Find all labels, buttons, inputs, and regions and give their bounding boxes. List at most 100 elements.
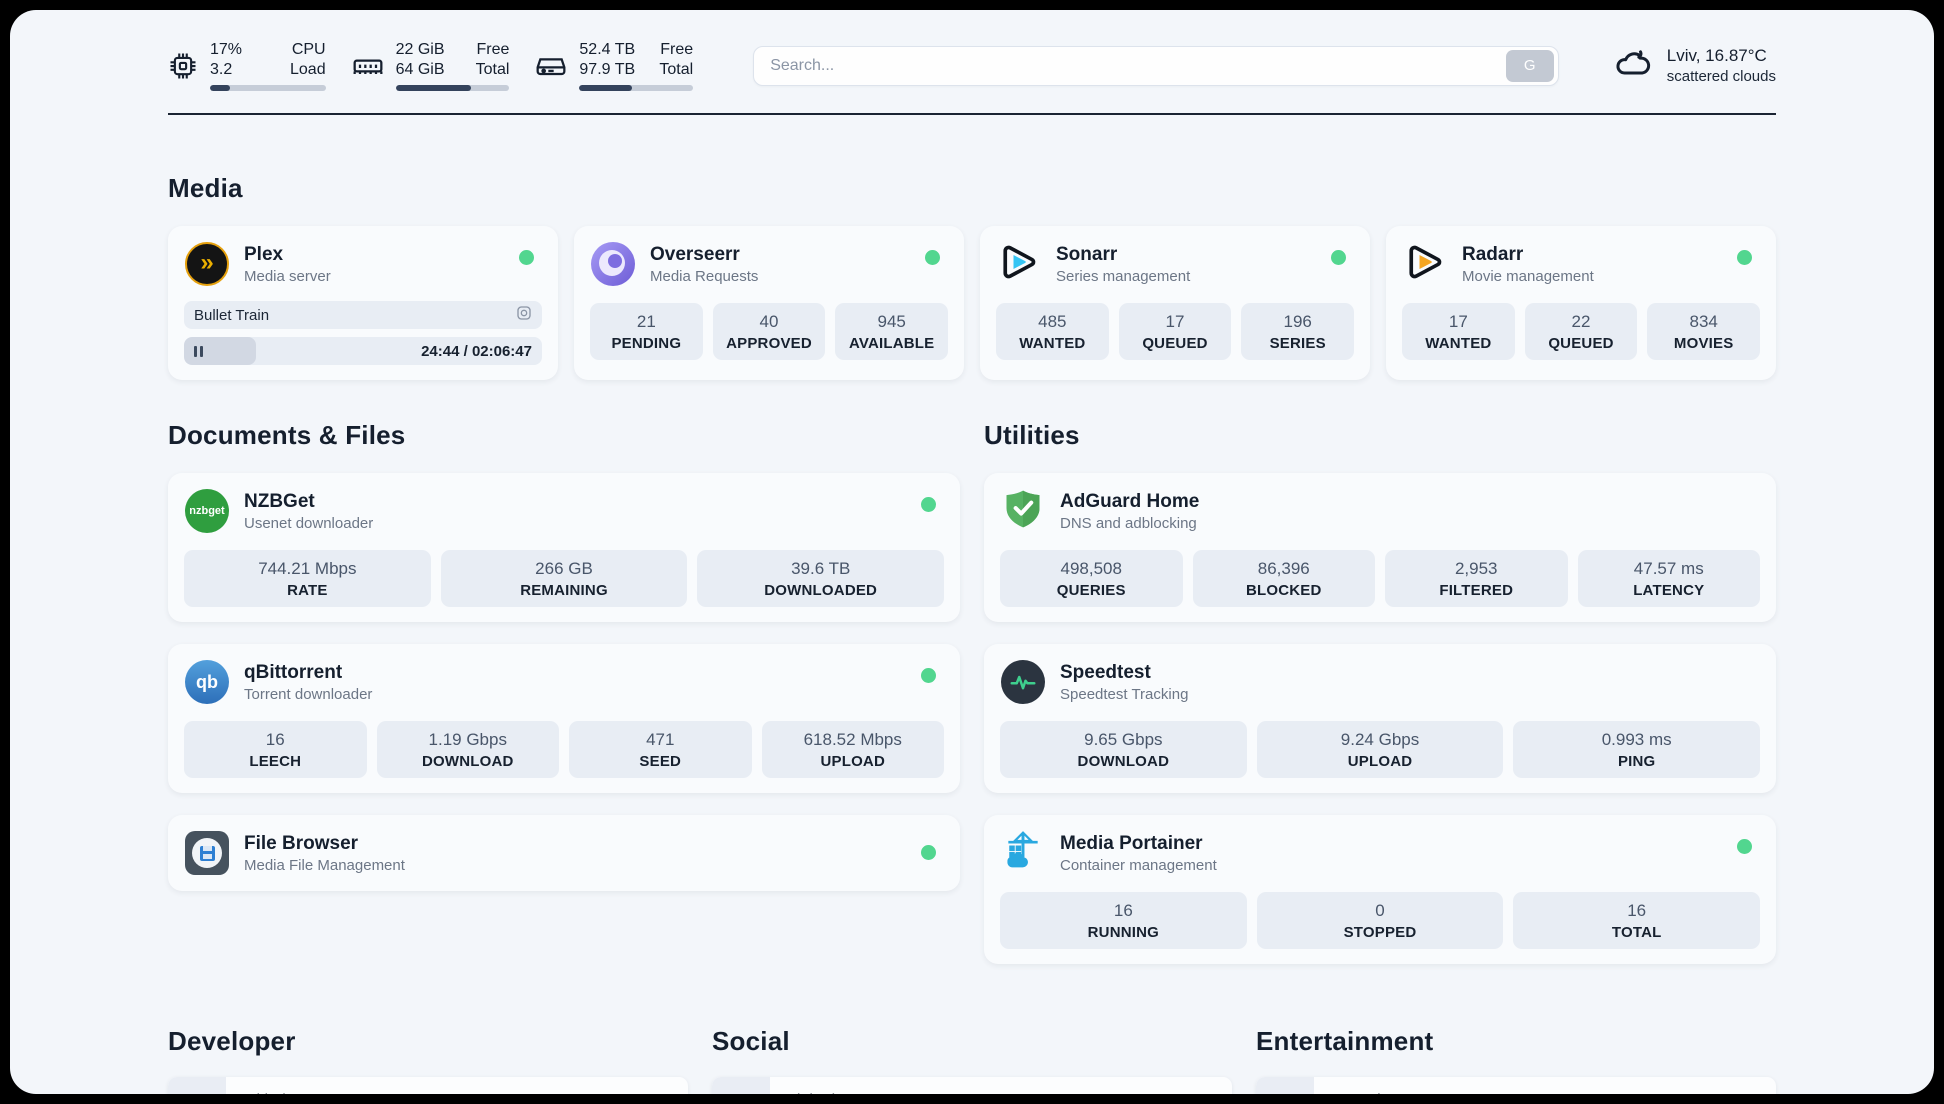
stat-seed: 471 SEED xyxy=(569,721,752,778)
app-card-overseerr[interactable]: Overseerr Media Requests 21 PENDING 40 APP… xyxy=(574,226,964,380)
section-utilities: Utilities xyxy=(984,420,1776,964)
plex-now-playing-row[interactable]: Bullet Train xyxy=(184,301,542,329)
ram-total-label: Total xyxy=(475,61,510,78)
stat-wanted: 17 WANTED xyxy=(1402,303,1515,360)
pause-icon[interactable] xyxy=(194,345,203,357)
play-triangle-orange-icon xyxy=(1403,240,1447,289)
stat-rate: 744.21 Mbps RATE xyxy=(184,550,431,607)
docker-crane-icon xyxy=(1001,829,1045,878)
bookmark-github[interactable]: GH Github github.com xyxy=(168,1077,688,1094)
floppy-disk-icon xyxy=(185,831,229,875)
disk-free-label: Free xyxy=(660,41,694,58)
stat-total: 16 TOTAL xyxy=(1513,892,1761,949)
disk-stat: 52.4 TB 97.9 TB Free Total xyxy=(535,40,694,91)
app-desc-speedtest: Speedtest Tracking xyxy=(1060,685,1189,703)
app-card-filebrowser[interactable]: File Browser Media File Management xyxy=(168,815,960,891)
ram-stat: 22 GiB 64 GiB Free Total xyxy=(352,40,510,91)
search-bar: G xyxy=(753,45,1559,86)
status-dot-overseerr xyxy=(925,250,940,265)
ram-progress-bar xyxy=(395,85,510,91)
app-card-portainer[interactable]: Media Portainer Container management 16 R… xyxy=(984,815,1776,964)
overseerr-eye-icon xyxy=(591,242,635,286)
app-desc-plex: Media server xyxy=(244,267,331,285)
stat-upload: 9.24 Gbps UPLOAD xyxy=(1256,721,1504,778)
ram-total-value: 64 GiB xyxy=(395,61,445,78)
stat-upload: 618.52 Mbps UPLOAD xyxy=(761,721,944,778)
playback-time: 24:44 / 02:06:47 xyxy=(421,342,532,360)
app-card-plex[interactable]: » Plex Media server Bullet Train xyxy=(168,226,558,380)
stat-movies: 834 MOVIES xyxy=(1647,303,1761,360)
bookmark-url: linkedin.com xyxy=(1133,1093,1232,1095)
bookmark-abbr: LI xyxy=(712,1077,770,1094)
stat-approved: 40 APPROVED xyxy=(712,303,826,360)
app-title-overseerr: Overseerr xyxy=(650,243,740,265)
disk-total-value: 97.9 TB xyxy=(579,61,636,78)
app-title-nzbget: NZBGet xyxy=(244,490,315,512)
section-title-social: Social xyxy=(712,1026,790,1056)
bookmark-abbr: GH xyxy=(168,1077,226,1094)
app-card-nzbget[interactable]: nzbget NZBGet Usenet downloader 744.21 M… xyxy=(168,473,960,622)
app-desc-sonarr: Series management xyxy=(1056,267,1191,285)
stat-leech: 16 LEECH xyxy=(184,721,367,778)
bookmark-linkedin[interactable]: LI LinkedIn linkedin.com xyxy=(712,1077,1232,1094)
app-title-filebrowser: File Browser xyxy=(244,832,359,854)
status-dot-filebrowser xyxy=(921,845,936,860)
app-card-adguard[interactable]: AdGuard Home DNS and adblocking 498,508 Q… xyxy=(984,473,1776,622)
stat-remaining: 266 GB REMAINING xyxy=(440,550,688,607)
nzbget-circle-icon: nzbget xyxy=(185,489,229,533)
section-social: Social LI LinkedIn linkedin.com TW Twitt… xyxy=(712,1026,1232,1094)
stat-latency: 47.57 ms LATENCY xyxy=(1577,550,1760,607)
cpu-load-value: 3.2 xyxy=(210,61,233,78)
cpu-progress-bar xyxy=(210,85,326,91)
camera-lens-icon xyxy=(516,305,532,325)
app-title-plex: Plex xyxy=(244,243,284,265)
search-input[interactable] xyxy=(753,45,1559,86)
weather-widget: Lviv, 16.87°C scattered clouds xyxy=(1613,43,1776,88)
app-card-qbittorrent[interactable]: qb qBittorrent Torrent downloader 16 LEEC… xyxy=(168,644,960,793)
stat-wanted: 485 WANTED xyxy=(996,303,1109,360)
cpu-percent: 17% xyxy=(210,41,243,58)
app-desc-qbittorrent: Torrent downloader xyxy=(244,685,373,703)
bookmark-url: github.com xyxy=(599,1093,688,1095)
section-documents-files: Documents & Files nzbget NZBGet Usenet d… xyxy=(168,420,960,891)
pulse-line-icon xyxy=(1001,660,1045,704)
app-desc-portainer: Container management xyxy=(1060,856,1217,874)
app-title-adguard: AdGuard Home xyxy=(1060,490,1200,512)
stat-queries: 498,508 QUERIES xyxy=(1000,550,1183,607)
app-card-sonarr[interactable]: Sonarr Series management 485 WANTED 17 QUE… xyxy=(980,226,1370,380)
section-title-developer: Developer xyxy=(168,1026,296,1056)
ram-free-label: Free xyxy=(476,41,510,58)
bookmark-url: youtube.com xyxy=(1674,1093,1776,1095)
section-title-documents: Documents & Files xyxy=(168,420,406,450)
bookmark-abbr: YT xyxy=(1256,1077,1314,1094)
dashboard-page: 17% 3.2 CPU Load xyxy=(10,10,1934,1094)
bookmark-youtube[interactable]: YT YouTube youtube.com xyxy=(1256,1077,1776,1094)
stat-ping: 0.993 ms PING xyxy=(1513,721,1761,778)
stat-stopped: 0 STOPPED xyxy=(1256,892,1504,949)
search-engine-button[interactable]: G xyxy=(1505,49,1554,82)
weather-condition: scattered clouds xyxy=(1666,68,1776,85)
stat-downloaded: 39.6 TB DOWNLOADED xyxy=(697,550,945,607)
play-triangle-cyan-icon xyxy=(997,240,1041,289)
app-card-speedtest[interactable]: Speedtest Speedtest Tracking 9.65 Gbps DO… xyxy=(984,644,1776,793)
app-card-radarr[interactable]: Radarr Movie management 17 WANTED 22 QUEUE… xyxy=(1386,226,1776,380)
app-desc-nzbget: Usenet downloader xyxy=(244,514,374,532)
disk-total-label: Total xyxy=(659,61,694,78)
stat-available: 945 AVAILABLE xyxy=(835,303,949,360)
hard-drive-icon xyxy=(535,50,567,82)
app-title-speedtest: Speedtest xyxy=(1060,661,1151,683)
cpu-chip-icon xyxy=(168,51,198,81)
stat-filtered: 2,953 FILTERED xyxy=(1385,550,1568,607)
status-dot-nzbget xyxy=(921,497,936,512)
app-desc-filebrowser: Media File Management xyxy=(244,856,405,874)
app-title-radarr: Radarr xyxy=(1462,243,1524,265)
app-desc-adguard: DNS and adblocking xyxy=(1060,514,1197,532)
now-playing-title: Bullet Train xyxy=(194,306,270,324)
stat-download: 1.19 Gbps DOWNLOAD xyxy=(376,721,559,778)
app-title-portainer: Media Portainer xyxy=(1060,832,1203,854)
stat-download: 9.65 Gbps DOWNLOAD xyxy=(1000,721,1247,778)
app-title-sonarr: Sonarr xyxy=(1056,243,1118,265)
disk-free-value: 52.4 TB xyxy=(579,41,636,58)
cpu-load-label: Load xyxy=(290,61,326,78)
plex-player-progress[interactable]: 24:44 / 02:06:47 xyxy=(184,337,542,365)
